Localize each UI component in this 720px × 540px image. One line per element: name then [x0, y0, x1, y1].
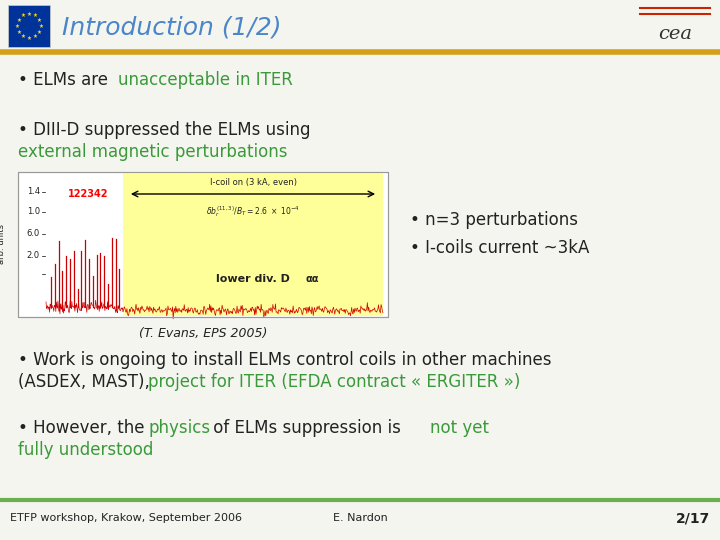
Text: external magnetic perturbations: external magnetic perturbations: [18, 143, 287, 161]
Text: ★: ★: [32, 34, 37, 39]
Text: ★: ★: [37, 30, 42, 35]
Text: • I-coils current ~3kA: • I-coils current ~3kA: [410, 239, 590, 257]
Text: 122342: 122342: [68, 189, 109, 199]
Text: arb. units: arb. units: [0, 225, 6, 265]
Bar: [123, 173, 383, 316]
Text: unacceptable in ITER: unacceptable in ITER: [118, 71, 293, 89]
Text: • ELMs are: • ELMs are: [18, 71, 113, 89]
Text: ★: ★: [21, 13, 25, 18]
Text: (ASDEX, MAST),: (ASDEX, MAST),: [18, 373, 155, 391]
Text: cea: cea: [658, 25, 692, 43]
Bar: [8, 5, 50, 47]
Text: αα: αα: [305, 274, 318, 284]
Text: ★: ★: [16, 17, 21, 23]
Text: 6.0: 6.0: [27, 230, 40, 239]
Text: ★: ★: [21, 34, 25, 39]
Text: • n=3 perturbations: • n=3 perturbations: [410, 211, 578, 229]
Text: E. Nardon: E. Nardon: [333, 513, 387, 523]
Text: • However, the: • However, the: [18, 419, 150, 437]
Text: ★: ★: [27, 11, 32, 17]
Text: I-coil on (3 kA, even): I-coil on (3 kA, even): [210, 178, 297, 187]
Text: 2.0: 2.0: [27, 252, 40, 260]
Text: ★: ★: [39, 24, 43, 29]
Text: project for ITER (EFDA contract « ERGITER »): project for ITER (EFDA contract « ERGITE…: [148, 373, 521, 391]
Text: 1.4: 1.4: [27, 187, 40, 197]
Text: ETFP workshop, Krakow, September 2006: ETFP workshop, Krakow, September 2006: [10, 513, 242, 523]
Text: (T. Evans, EPS 2005): (T. Evans, EPS 2005): [139, 327, 267, 340]
Text: not yet: not yet: [430, 419, 489, 437]
Text: fully understood: fully understood: [18, 441, 153, 459]
Text: physics: physics: [148, 419, 210, 437]
Text: of ELMs suppression is: of ELMs suppression is: [208, 419, 406, 437]
Text: lower div. D: lower div. D: [216, 274, 290, 284]
Text: Introduction (1/2): Introduction (1/2): [62, 16, 282, 40]
Text: ★: ★: [32, 13, 37, 18]
Text: ★: ★: [14, 24, 19, 29]
Text: • DIII-D suppressed the ELMs using: • DIII-D suppressed the ELMs using: [18, 121, 310, 139]
Text: 1.0: 1.0: [27, 207, 40, 217]
Text: 2/17: 2/17: [676, 511, 710, 525]
Text: • Work is ongoing to install ELMs control coils in other machines: • Work is ongoing to install ELMs contro…: [18, 351, 552, 369]
Bar: [18, 172, 388, 317]
Text: $\delta b_r^{(11,3)}/B_T = 2.6\ \times\ 10^{-4}$: $\delta b_r^{(11,3)}/B_T = 2.6\ \times\ …: [206, 204, 300, 219]
Bar: [18, 172, 388, 317]
Text: ★: ★: [37, 17, 42, 23]
Text: ★: ★: [16, 30, 21, 35]
Text: ★: ★: [27, 36, 32, 40]
